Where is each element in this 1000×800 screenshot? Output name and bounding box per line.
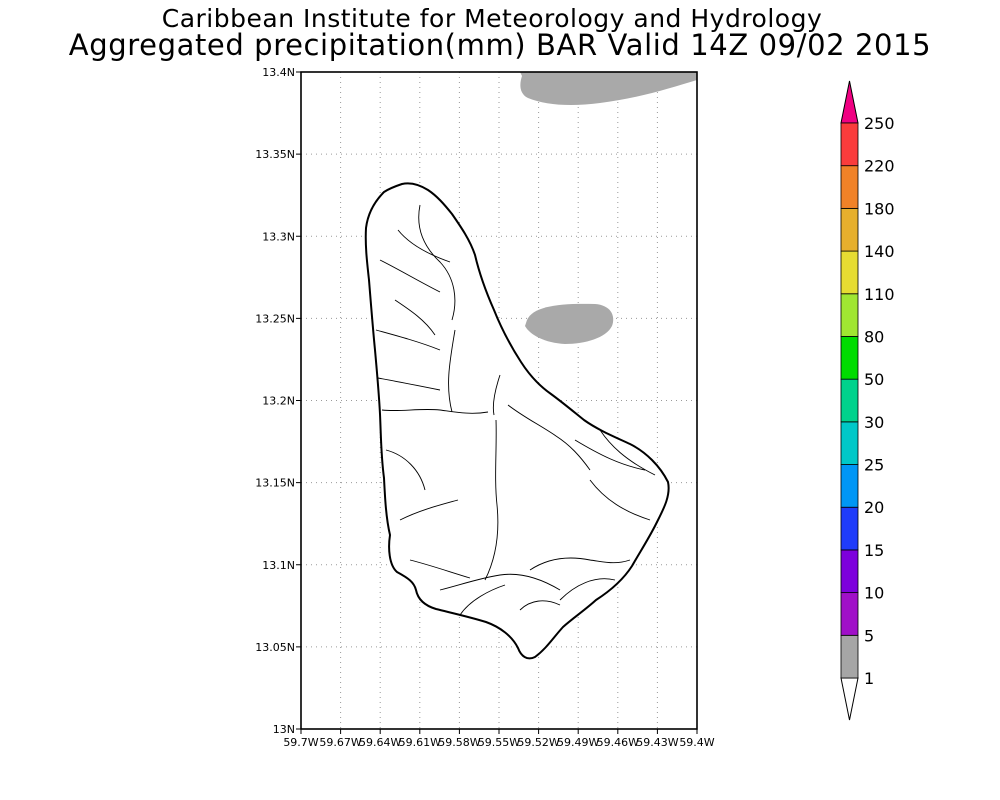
x-axis: 59.7W 59.67W59.64W59.61W59.58W59.55W59.52… (283, 729, 715, 749)
colorbar-swatch (840, 378, 859, 423)
colorbar-label: 5 (864, 626, 874, 645)
x-tick-label: 59.43W (636, 736, 678, 749)
colorbar-swatch (840, 506, 859, 551)
parish-boundaries (375, 204, 656, 616)
colorbar-swatch (840, 165, 859, 209)
colorbar-min-triangle (840, 677, 859, 721)
x-tick-label: 59.58W (438, 736, 480, 749)
chart-subtitle: Aggregated precipitation(mm) BAR Valid 1… (68, 28, 932, 62)
colorbar-swatch (840, 421, 859, 465)
colorbar-label: 220 (864, 157, 895, 176)
x-tick-label: 59.7W (283, 736, 318, 749)
colorbar-swatch (840, 634, 859, 679)
x-tick-label: 59.52W (517, 736, 559, 749)
colorbar-label: 20 (864, 498, 884, 517)
colorbar-swatch (840, 250, 859, 295)
colorbar-swatch (840, 336, 859, 380)
colorbar-label: 50 (864, 370, 884, 389)
colorbar-label: 25 (864, 456, 884, 475)
y-tick-label: 13.4N (262, 66, 295, 79)
colorbar-swatch (840, 464, 859, 508)
colorbar-label: 80 (864, 327, 884, 346)
colorbar-swatch (840, 207, 859, 252)
colorbar-swatch (840, 592, 859, 636)
x-tick-label: 59.46W (597, 736, 639, 749)
y-tick-label: 13.1N (262, 559, 295, 572)
x-tick-label: 59.55W (478, 736, 520, 749)
y-tick-label: 13.25N (255, 312, 295, 325)
colorbar-label: 140 (864, 242, 895, 261)
colorbar-label: 180 (864, 199, 895, 218)
colorbar-swatch (840, 293, 859, 337)
colorbar-label: 110 (864, 285, 895, 304)
colorbar-swatch (840, 549, 859, 594)
precip-area-east (525, 303, 614, 344)
island-outline (364, 182, 670, 660)
colorbar-label: 30 (864, 413, 884, 432)
x-tick-label: 59.61W (399, 736, 441, 749)
colorbar-swatch (840, 122, 859, 167)
x-tick-label: 59.4W (679, 736, 714, 749)
colorbar-label: 10 (864, 584, 884, 603)
y-tick-label: 13.2N (262, 395, 295, 408)
colorbar-label: 15 (864, 541, 884, 560)
y-tick-label: 13N (273, 723, 295, 736)
chart-title: Caribbean Institute for Meteorology and … (161, 4, 823, 33)
colorbar-label: 1 (864, 669, 874, 688)
x-tick-label: 59.67W (319, 736, 361, 749)
y-tick-label: 13.05N (255, 641, 295, 654)
y-tick-label: 13.3N (262, 230, 295, 243)
precip-area-north (520, 72, 697, 106)
y-axis: 13N 13.05N 13.1N 13.15N 13.2N 13.25N 13.3N 13.3… (255, 66, 301, 736)
y-tick-label: 13.35N (255, 148, 295, 161)
x-tick-label: 59.64W (359, 736, 401, 749)
y-tick-label: 13.15N (255, 477, 295, 490)
colorbar-max-triangle (840, 80, 859, 124)
x-tick-label: 59.49W (557, 736, 599, 749)
colorbar-label: 250 (864, 114, 895, 133)
